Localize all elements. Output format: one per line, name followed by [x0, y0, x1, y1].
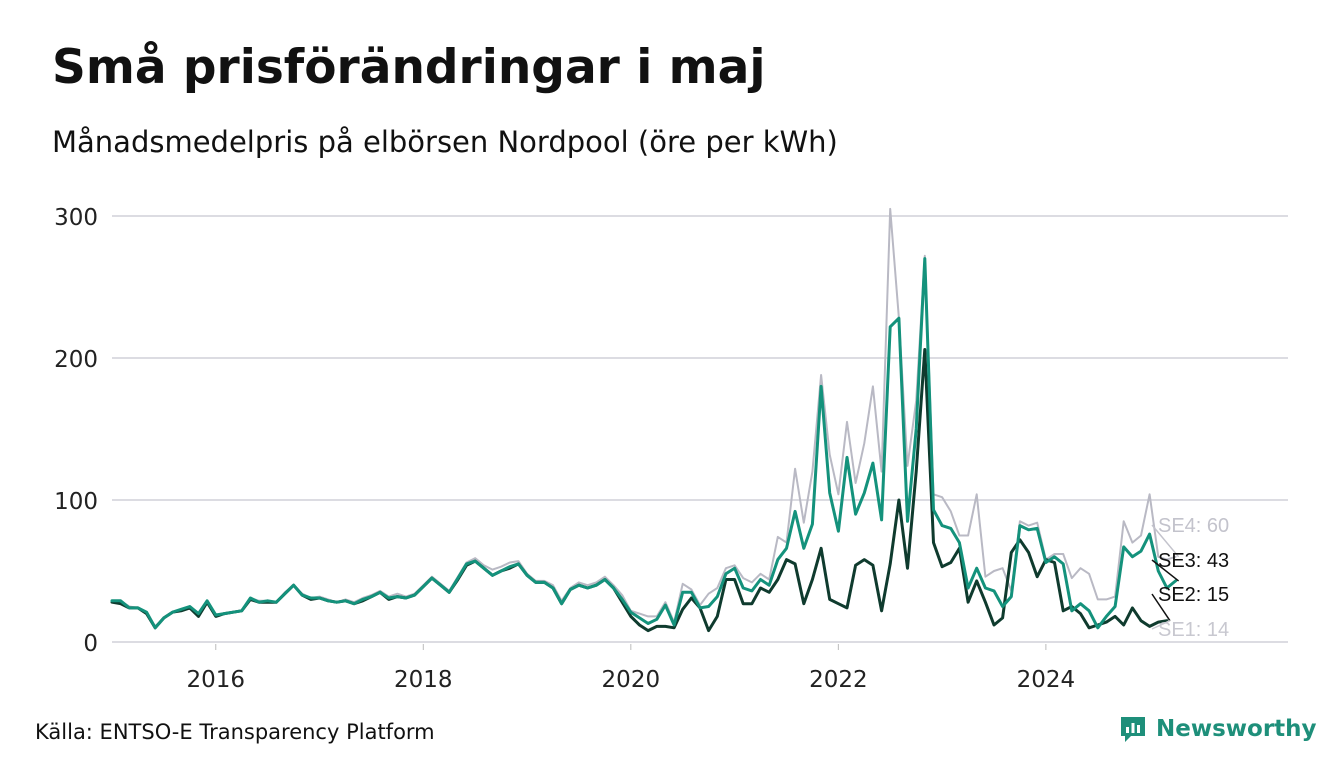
x-tick-label: 2018: [394, 667, 453, 693]
source-note: Källa: ENTSO-E Transparency Platform: [35, 720, 435, 744]
y-tick-label: 200: [54, 347, 98, 373]
x-tick-label: 2020: [602, 667, 661, 693]
series-line-se2: [110, 348, 1169, 633]
brand-logo: Newsworthy: [1118, 714, 1317, 744]
chart-subtitle: Månadsmedelpris på elbörsen Nordpool (ör…: [52, 125, 838, 159]
series-line-se1: [111, 348, 1168, 632]
end-label-se2: SE2: 15: [1158, 584, 1229, 606]
end-label-se4: SE4: 60: [1158, 515, 1229, 537]
grid-layer: [112, 215, 1288, 643]
y-tick-label: 300: [54, 205, 98, 231]
y-tick-label: 0: [83, 631, 98, 657]
end-label-connector-se4: [1151, 524, 1180, 558]
end-label-se3: SE3: 43: [1158, 550, 1229, 572]
end-label-se1: SE1: 14: [1158, 619, 1229, 641]
series-line-se3: [110, 257, 1178, 630]
chart-title: Små prisförändringar i maj: [52, 40, 766, 95]
newsworthy-logo-icon: [1121, 717, 1145, 742]
end-label-connector-se1: [1151, 620, 1171, 630]
end-label-layer: SE4: 60 SE3: 43 SE2: 15 SE1: 14: [1151, 515, 1229, 641]
x-tick-label: 2022: [809, 667, 868, 693]
end-label-connector-se3: [1151, 559, 1180, 582]
x-tick-label: 2016: [186, 667, 245, 693]
end-label-connector-se2: [1151, 593, 1171, 622]
axis-layer: 0 100 200 300 2016 2018 2020 2022 2024: [54, 205, 1075, 693]
x-tick-label: 2024: [1017, 667, 1076, 693]
series-layer: [110, 207, 1178, 633]
y-tick-label: 100: [54, 489, 98, 515]
brand-name: Newsworthy: [1156, 716, 1317, 742]
